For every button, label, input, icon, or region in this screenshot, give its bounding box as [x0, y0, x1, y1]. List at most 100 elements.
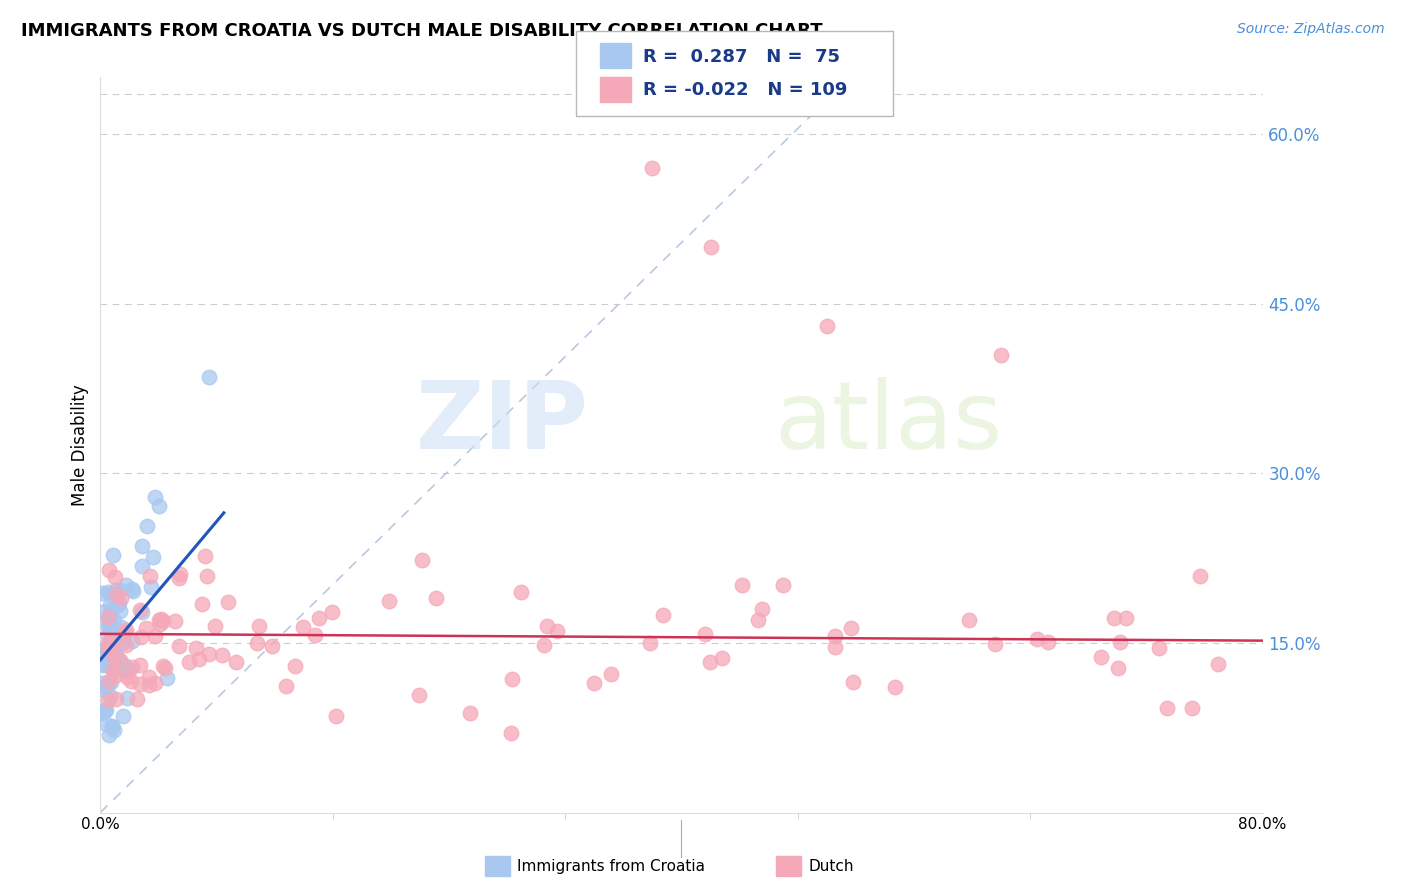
Point [842, 674, 865, 689]
Point [90, 681, 112, 696]
Point [117, 670, 139, 684]
Point [641, 161, 664, 175]
Point [148, 499, 170, 513]
Point [533, 638, 555, 652]
Point [167, 571, 190, 585]
Point [93, 650, 115, 665]
Point [128, 602, 150, 616]
Point [211, 648, 233, 662]
Point [108, 652, 131, 666]
Point [98, 620, 121, 634]
Point [101, 720, 124, 734]
Point [112, 663, 135, 677]
Point [747, 613, 769, 627]
Point [153, 661, 176, 675]
Point [94, 703, 117, 717]
Point [136, 519, 159, 533]
Text: atlas: atlas [775, 377, 1002, 469]
Point [499, 726, 522, 740]
Point [100, 634, 122, 648]
Point [325, 709, 347, 723]
Point [115, 638, 138, 652]
Point [100, 642, 122, 657]
Point [699, 656, 721, 670]
Point [710, 651, 733, 665]
Point [98, 659, 121, 673]
Point [91, 658, 114, 673]
Point [143, 490, 166, 504]
Point [110, 604, 132, 618]
Point [100, 602, 122, 616]
Point [194, 549, 217, 563]
Point [100, 604, 122, 618]
Point [292, 620, 315, 634]
Point [640, 636, 662, 650]
Point [150, 612, 173, 626]
Point [139, 569, 162, 583]
Point [120, 674, 142, 689]
Point [1156, 701, 1178, 715]
Point [111, 635, 134, 649]
Point [97, 728, 120, 742]
Point [104, 668, 127, 682]
Point [108, 582, 131, 597]
Point [107, 598, 129, 612]
Point [91, 605, 114, 619]
Point [408, 689, 430, 703]
Point [103, 723, 125, 738]
Point [103, 652, 125, 666]
Point [105, 582, 128, 597]
Point [1206, 657, 1229, 671]
Point [247, 619, 270, 633]
Point [501, 672, 523, 686]
Point [98, 609, 121, 624]
Point [169, 639, 191, 653]
Point [195, 569, 218, 583]
Point [98, 598, 121, 612]
Point [163, 614, 186, 628]
Point [101, 720, 124, 734]
Point [131, 558, 153, 573]
Point [108, 596, 131, 610]
Point [204, 619, 226, 633]
Point [458, 706, 481, 720]
Point [274, 679, 297, 693]
Point [411, 553, 433, 567]
Point [139, 580, 162, 594]
Point [883, 680, 905, 694]
Point [97, 620, 120, 634]
Point [121, 659, 143, 673]
Point [97, 584, 120, 599]
Point [128, 658, 150, 673]
Point [262, 640, 284, 654]
Point [751, 602, 773, 616]
Point [94, 703, 117, 717]
Point [103, 548, 125, 562]
Point [110, 591, 132, 605]
Point [108, 655, 131, 669]
Point [111, 631, 134, 645]
Point [98, 562, 121, 576]
Point [731, 578, 754, 592]
Point [1107, 661, 1129, 675]
Point [824, 640, 846, 655]
Point [100, 587, 122, 601]
Point [114, 624, 136, 639]
Point [984, 637, 1007, 651]
Point [96, 679, 118, 693]
Point [149, 617, 172, 632]
Point [101, 664, 124, 678]
Point [100, 625, 122, 640]
Point [152, 658, 174, 673]
Point [90, 644, 112, 658]
Point [1025, 632, 1047, 646]
Point [114, 663, 136, 677]
Point [100, 650, 122, 665]
Point [105, 648, 128, 663]
Point [772, 577, 794, 591]
Point [94, 657, 117, 671]
Point [536, 619, 558, 633]
Point [90, 704, 112, 718]
Point [131, 539, 153, 553]
Point [97, 635, 120, 649]
